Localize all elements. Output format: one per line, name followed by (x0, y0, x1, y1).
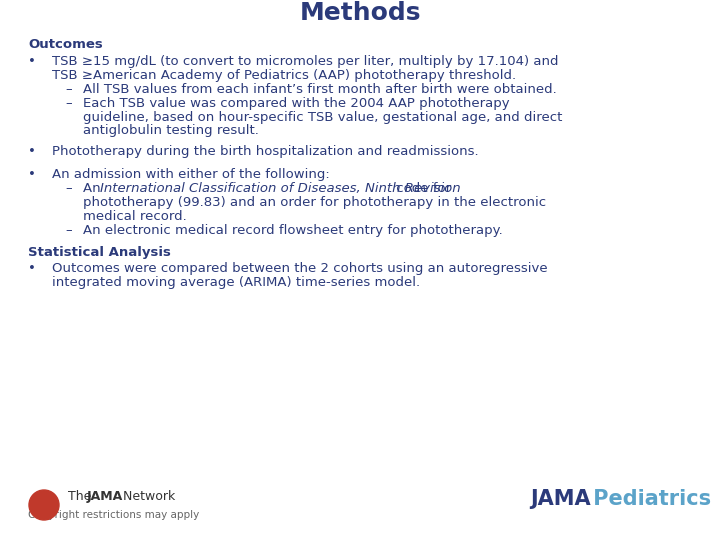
Text: International Classification of Diseases, Ninth Revision: International Classification of Diseases… (100, 182, 461, 195)
Text: Outcomes were compared between the 2 cohorts using an autoregressive: Outcomes were compared between the 2 coh… (52, 262, 548, 275)
Text: –: – (65, 182, 71, 195)
Text: Outcomes: Outcomes (28, 38, 103, 51)
Text: •: • (28, 145, 36, 158)
Text: Statistical Analysis: Statistical Analysis (28, 246, 171, 259)
Circle shape (29, 490, 59, 520)
Text: An: An (83, 182, 105, 195)
Text: TSB ≥15 mg/dL (to convert to micromoles per liter, multiply by 17.104) and: TSB ≥15 mg/dL (to convert to micromoles … (52, 55, 559, 68)
Text: JAMA: JAMA (530, 489, 590, 509)
Text: All TSB values from each infant’s first month after birth were obtained.: All TSB values from each infant’s first … (83, 83, 557, 96)
Text: •: • (28, 168, 36, 181)
Text: Methods: Methods (300, 1, 420, 25)
Text: TSB ≥American Academy of Pediatrics (AAP) phototherapy threshold.: TSB ≥American Academy of Pediatrics (AAP… (52, 69, 516, 82)
Text: –: – (65, 224, 71, 237)
Text: Network: Network (119, 490, 175, 503)
Text: •: • (28, 262, 36, 275)
Text: The: The (68, 490, 95, 503)
Text: JN: JN (37, 492, 50, 502)
Text: Phototherapy during the birth hospitalization and readmissions.: Phototherapy during the birth hospitaliz… (52, 145, 479, 158)
Text: medical record.: medical record. (83, 210, 186, 223)
Text: JAMA: JAMA (87, 490, 123, 503)
Text: Each TSB value was compared with the 2004 AAP phototherapy: Each TSB value was compared with the 200… (83, 97, 510, 110)
Text: An admission with either of the following:: An admission with either of the followin… (52, 168, 330, 181)
Text: –: – (65, 97, 71, 110)
Text: •: • (28, 55, 36, 68)
Text: guideline, based on hour-specific TSB value, gestational age, and direct: guideline, based on hour-specific TSB va… (83, 111, 562, 124)
Text: Pediatrics: Pediatrics (586, 489, 711, 509)
Text: –: – (65, 83, 71, 96)
Text: code for: code for (392, 182, 451, 195)
Text: antiglobulin testing result.: antiglobulin testing result. (83, 124, 259, 137)
Text: integrated moving average (ARIMA) time-series model.: integrated moving average (ARIMA) time-s… (52, 276, 420, 289)
Text: An electronic medical record flowsheet entry for phototherapy.: An electronic medical record flowsheet e… (83, 224, 503, 237)
Text: Copyright restrictions may apply: Copyright restrictions may apply (28, 510, 199, 520)
Text: phototherapy (99.83) and an order for phototherapy in the electronic: phototherapy (99.83) and an order for ph… (83, 196, 546, 209)
